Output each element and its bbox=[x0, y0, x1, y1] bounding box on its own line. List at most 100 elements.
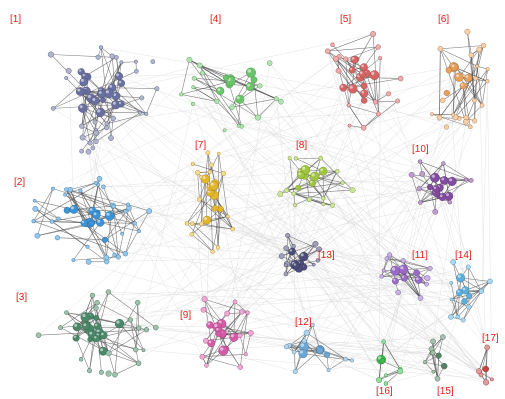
node[interactable] bbox=[298, 349, 308, 359]
node[interactable] bbox=[449, 297, 454, 302]
node[interactable] bbox=[237, 364, 244, 370]
node[interactable] bbox=[418, 200, 423, 205]
node[interactable] bbox=[335, 169, 340, 174]
node[interactable] bbox=[205, 150, 211, 156]
node[interactable] bbox=[323, 351, 331, 359]
node[interactable] bbox=[283, 271, 289, 277]
node[interactable] bbox=[191, 75, 197, 81]
node[interactable] bbox=[117, 100, 125, 108]
node[interactable] bbox=[361, 97, 368, 104]
node[interactable] bbox=[209, 162, 214, 168]
node[interactable] bbox=[89, 292, 96, 299]
node[interactable] bbox=[200, 306, 207, 313]
node[interactable] bbox=[101, 184, 106, 190]
node[interactable] bbox=[204, 363, 209, 368]
node[interactable] bbox=[430, 338, 436, 345]
node[interactable] bbox=[431, 369, 436, 374]
node[interactable] bbox=[184, 221, 190, 226]
node[interactable] bbox=[63, 192, 67, 197]
node[interactable] bbox=[487, 278, 493, 285]
node[interactable] bbox=[413, 269, 421, 277]
node[interactable] bbox=[132, 221, 137, 226]
node[interactable] bbox=[194, 169, 201, 176]
node[interactable] bbox=[93, 138, 99, 145]
node[interactable] bbox=[310, 171, 320, 182]
node[interactable] bbox=[75, 87, 85, 96]
node[interactable] bbox=[267, 60, 273, 66]
node[interactable] bbox=[485, 67, 490, 72]
node[interactable] bbox=[301, 338, 307, 344]
node[interactable] bbox=[468, 177, 474, 183]
node[interactable] bbox=[64, 187, 69, 192]
node[interactable] bbox=[201, 296, 208, 303]
node[interactable] bbox=[199, 175, 204, 179]
node[interactable] bbox=[417, 159, 423, 164]
node[interactable] bbox=[222, 74, 229, 81]
node[interactable] bbox=[217, 205, 224, 213]
node[interactable] bbox=[150, 59, 156, 64]
node[interactable] bbox=[104, 121, 109, 126]
node[interactable] bbox=[206, 321, 214, 329]
node[interactable] bbox=[85, 244, 90, 249]
node[interactable] bbox=[397, 368, 404, 375]
node[interactable] bbox=[64, 310, 69, 315]
node[interactable] bbox=[311, 262, 316, 267]
node[interactable] bbox=[333, 56, 339, 62]
node[interactable] bbox=[292, 262, 300, 269]
node[interactable] bbox=[92, 211, 101, 220]
node[interactable] bbox=[47, 51, 54, 58]
node[interactable] bbox=[78, 188, 83, 193]
node[interactable] bbox=[65, 67, 72, 74]
node[interactable] bbox=[288, 247, 296, 256]
node[interactable] bbox=[123, 209, 128, 214]
node[interactable] bbox=[432, 185, 440, 193]
node[interactable] bbox=[112, 372, 118, 378]
node[interactable] bbox=[417, 295, 424, 301]
node[interactable] bbox=[283, 263, 288, 268]
node[interactable] bbox=[96, 218, 105, 227]
node[interactable] bbox=[78, 357, 84, 362]
node[interactable] bbox=[316, 347, 324, 354]
node[interactable] bbox=[79, 148, 84, 154]
node[interactable] bbox=[225, 214, 230, 219]
node[interactable] bbox=[347, 123, 352, 128]
node[interactable] bbox=[360, 125, 367, 131]
node[interactable] bbox=[460, 317, 466, 323]
node[interactable] bbox=[441, 362, 448, 370]
node[interactable] bbox=[441, 161, 446, 166]
node[interactable] bbox=[71, 258, 76, 262]
node[interactable] bbox=[482, 365, 489, 373]
node[interactable] bbox=[295, 184, 302, 191]
node[interactable] bbox=[207, 169, 212, 174]
node[interactable] bbox=[112, 252, 117, 257]
node[interactable] bbox=[339, 83, 348, 92]
node[interactable] bbox=[472, 98, 477, 103]
node[interactable] bbox=[93, 322, 101, 330]
node[interactable] bbox=[430, 172, 440, 183]
node[interactable] bbox=[343, 356, 349, 362]
node[interactable] bbox=[111, 204, 116, 209]
node[interactable] bbox=[81, 322, 91, 331]
node[interactable] bbox=[358, 70, 367, 78]
node[interactable] bbox=[110, 115, 116, 122]
node[interactable] bbox=[284, 187, 290, 193]
node[interactable] bbox=[80, 219, 88, 227]
node[interactable] bbox=[346, 103, 351, 108]
node[interactable] bbox=[373, 99, 379, 105]
node[interactable] bbox=[318, 166, 328, 176]
node[interactable] bbox=[93, 180, 98, 185]
node[interactable] bbox=[484, 344, 491, 351]
node[interactable] bbox=[114, 55, 119, 60]
node[interactable] bbox=[468, 52, 474, 58]
node[interactable] bbox=[254, 114, 261, 121]
node[interactable] bbox=[190, 161, 195, 166]
node[interactable] bbox=[143, 327, 150, 333]
node[interactable] bbox=[383, 381, 389, 386]
node[interactable] bbox=[390, 265, 401, 276]
node[interactable] bbox=[95, 107, 105, 118]
node[interactable] bbox=[472, 118, 478, 124]
node[interactable] bbox=[186, 56, 193, 63]
node[interactable] bbox=[475, 368, 482, 375]
node[interactable] bbox=[376, 377, 383, 384]
node[interactable] bbox=[375, 111, 381, 117]
